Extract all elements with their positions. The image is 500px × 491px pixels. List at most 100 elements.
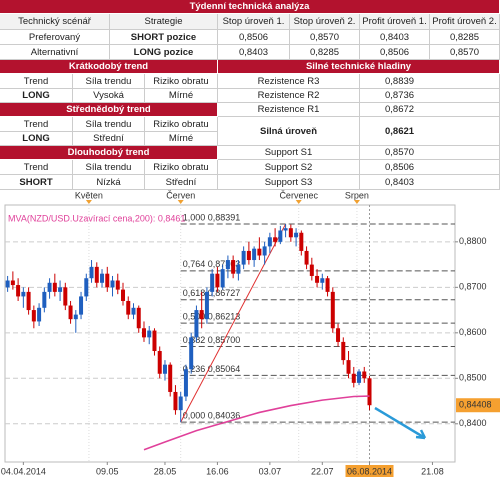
candle-body bbox=[315, 275, 320, 283]
candle-body bbox=[100, 273, 105, 283]
candle-body bbox=[94, 266, 99, 283]
candle-body bbox=[26, 291, 31, 311]
trend-column: Riziko obratu bbox=[145, 74, 218, 89]
candle-body bbox=[199, 310, 204, 320]
candle-body bbox=[162, 364, 167, 374]
candle-body bbox=[215, 273, 220, 288]
candle-body bbox=[42, 291, 47, 308]
candle-body bbox=[341, 341, 346, 361]
month-label: Květen bbox=[75, 190, 103, 200]
candle-body bbox=[152, 330, 157, 352]
trend-header: Dlouhodobý trend bbox=[0, 146, 218, 160]
candle-body bbox=[10, 280, 15, 286]
level-label: Silná úroveň bbox=[218, 117, 360, 146]
candle-body bbox=[241, 250, 246, 265]
scenario-cell: 0,8570 bbox=[290, 30, 360, 45]
candle-body bbox=[220, 269, 225, 288]
column-header: Technický scénář bbox=[0, 14, 110, 30]
candle-body bbox=[336, 328, 341, 342]
fib-price-label: 0,88391 bbox=[208, 212, 241, 222]
month-marker bbox=[177, 200, 184, 204]
level-label: Rezistence R1 bbox=[218, 103, 360, 117]
trend-value: LONG bbox=[0, 89, 73, 103]
y-tick-label: 0,8400 bbox=[459, 418, 487, 428]
fib-ratio-label: 1,000 bbox=[183, 212, 206, 222]
candle-body bbox=[267, 237, 272, 247]
candle-body bbox=[278, 230, 283, 242]
trend-column: Riziko obratu bbox=[145, 117, 218, 132]
candle-body bbox=[58, 287, 63, 292]
plot-frame bbox=[4, 204, 456, 463]
month-label: Červen bbox=[166, 190, 195, 200]
candle-body bbox=[362, 371, 367, 379]
column-header: Profit úroveň 2. bbox=[430, 14, 500, 30]
fib-price-label: 0,85064 bbox=[208, 364, 241, 374]
candle-body bbox=[299, 232, 304, 251]
fib-ratio-label: 0,500 bbox=[183, 312, 206, 322]
candle-body bbox=[115, 280, 120, 290]
candle-body bbox=[21, 291, 26, 297]
candle-body bbox=[183, 369, 188, 397]
month-label: Srpen bbox=[345, 190, 369, 200]
x-tick-label: 06.08.2014 bbox=[347, 466, 392, 476]
level-label: Support S2 bbox=[218, 160, 360, 175]
trend-column: Trend bbox=[0, 117, 73, 132]
candle-body bbox=[178, 396, 183, 411]
forecast-arrow bbox=[374, 406, 427, 440]
scenario-cell: 0,8403 bbox=[360, 30, 430, 45]
column-header: Strategie bbox=[110, 14, 218, 30]
price-box bbox=[456, 398, 500, 413]
level-value: 0,8506 bbox=[360, 160, 500, 175]
candle-body bbox=[246, 250, 251, 261]
trend-value: Mírné bbox=[145, 132, 218, 146]
candle-body bbox=[147, 330, 152, 338]
fib-price-label: 0,84036 bbox=[208, 411, 241, 421]
trend-value: SHORT bbox=[0, 175, 73, 190]
table-title: Týdenní technická analýza bbox=[0, 0, 500, 14]
fib-ratio-label: 0,382 bbox=[183, 335, 206, 345]
candle-body bbox=[168, 364, 173, 392]
month-marker bbox=[295, 200, 302, 204]
candle-body bbox=[84, 278, 89, 297]
candle-body bbox=[357, 371, 362, 383]
level-label: Rezistence R3 bbox=[218, 74, 360, 89]
candle-body bbox=[173, 391, 178, 411]
column-header: Stop úroveň 2. bbox=[290, 14, 360, 30]
candle-body bbox=[236, 264, 241, 274]
candle-body bbox=[37, 307, 42, 322]
y-tick-label: 0,8600 bbox=[459, 327, 487, 337]
trend-value: Střední bbox=[73, 132, 145, 146]
candle-body bbox=[5, 280, 10, 288]
levels-header: Silné technické hladiny bbox=[218, 60, 500, 74]
x-tick-label: 22.07 bbox=[311, 466, 334, 476]
candle-body bbox=[126, 300, 131, 315]
fib-trend-line bbox=[180, 223, 287, 423]
column-header: Stop úroveň 1. bbox=[218, 14, 290, 30]
trend-column: Síla trendu bbox=[73, 117, 145, 132]
candle-body bbox=[210, 273, 215, 292]
scenario-cell: Preferovaný bbox=[0, 30, 110, 45]
candle-body bbox=[309, 264, 314, 276]
scenario-cell: 0,8570 bbox=[430, 45, 500, 60]
scenario-cell: 0,8403 bbox=[218, 45, 290, 60]
fib-ratio-label: 0,764 bbox=[183, 259, 206, 269]
candle-body bbox=[121, 289, 126, 301]
candle-body bbox=[330, 291, 335, 329]
candle-body bbox=[283, 228, 288, 231]
candle-body bbox=[189, 337, 194, 370]
x-tick-label: 04.04.2014 bbox=[1, 466, 46, 476]
trend-value: Střední bbox=[145, 175, 218, 190]
candle-body bbox=[204, 291, 209, 320]
y-tick-label: 0,8500 bbox=[459, 373, 487, 383]
candle-body bbox=[79, 296, 84, 315]
candle-body bbox=[47, 282, 52, 292]
scenario-cell: 0,8285 bbox=[290, 45, 360, 60]
trend-column: Trend bbox=[0, 160, 73, 175]
x-tick-label: 28.05 bbox=[154, 466, 177, 476]
candle-body bbox=[31, 310, 36, 322]
level-value: 0,8570 bbox=[360, 146, 500, 160]
level-label: Support S1 bbox=[218, 146, 360, 160]
trend-header: Krátkodobý trend bbox=[0, 60, 218, 74]
candle-body bbox=[288, 228, 293, 238]
